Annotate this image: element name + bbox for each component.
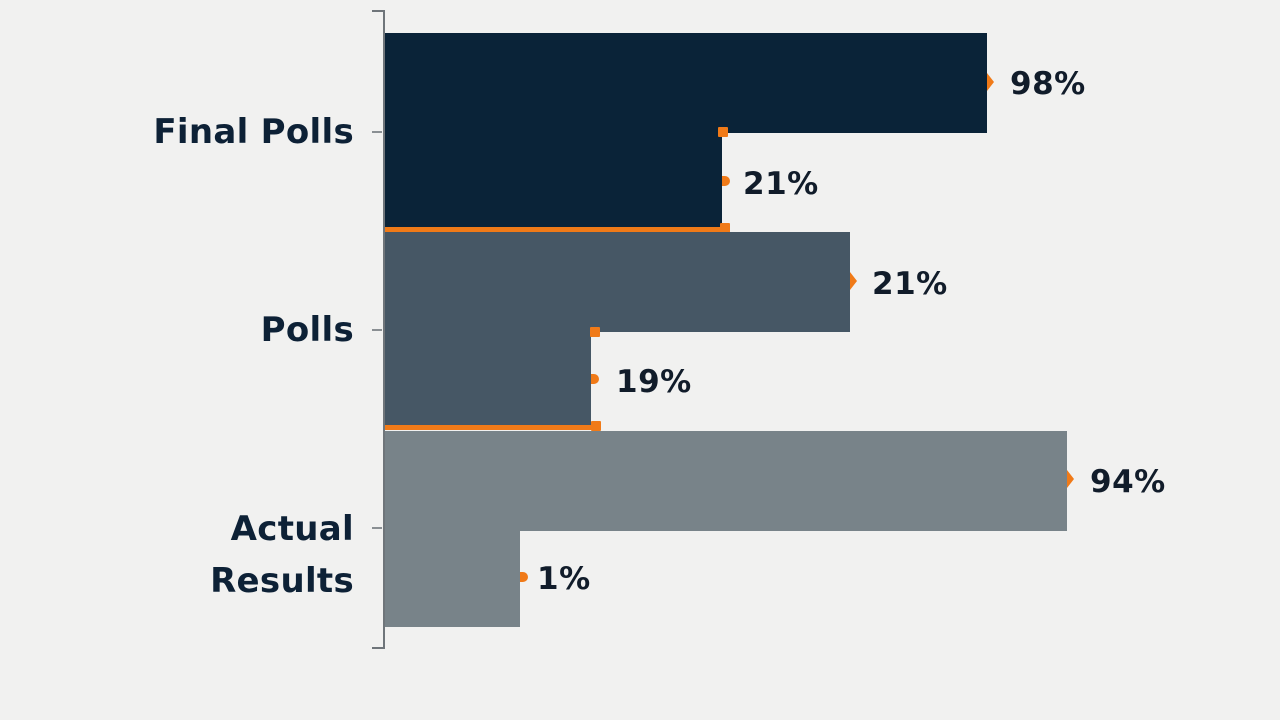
bar-end-marker: [1067, 470, 1074, 488]
corner-marker: [720, 223, 730, 233]
y-axis-bottom-cap: [372, 647, 384, 649]
category-label-actual: Actual: [230, 509, 354, 549]
category-label-polls: Polls: [260, 310, 354, 350]
value-label: 21%: [872, 266, 948, 302]
bar-end-dot: [520, 572, 528, 582]
bar-end-dot: [722, 176, 730, 186]
y-axis-tick: [372, 131, 382, 133]
bar-polls-upper[interactable]: [385, 232, 850, 332]
bar-underline: [385, 425, 599, 430]
y-axis-line: [383, 10, 385, 649]
bar-actual-lower[interactable]: [385, 530, 520, 627]
bar-polls-lower[interactable]: [385, 331, 591, 428]
value-label: 1%: [537, 561, 591, 597]
category-label-final-polls: Final Polls: [153, 112, 354, 152]
bar-final-polls-lower[interactable]: [385, 132, 722, 230]
y-axis-top-cap: [372, 10, 384, 12]
value-label: 21%: [743, 166, 819, 202]
bar-end-dot: [591, 374, 599, 384]
bar-underline: [385, 227, 728, 232]
bar-end-marker: [987, 73, 994, 91]
value-label: 98%: [1010, 66, 1086, 102]
corner-marker: [591, 421, 601, 431]
category-label-results: Results: [210, 561, 354, 601]
bar-final-polls-upper[interactable]: [385, 33, 987, 133]
bar-actual-upper[interactable]: [385, 431, 1067, 531]
corner-marker: [718, 127, 728, 137]
corner-marker: [590, 327, 600, 337]
value-label: 94%: [1090, 464, 1166, 500]
y-axis-tick: [372, 527, 382, 529]
bar-end-marker: [850, 272, 857, 290]
value-label: 19%: [616, 364, 692, 400]
y-axis-tick: [372, 329, 382, 331]
